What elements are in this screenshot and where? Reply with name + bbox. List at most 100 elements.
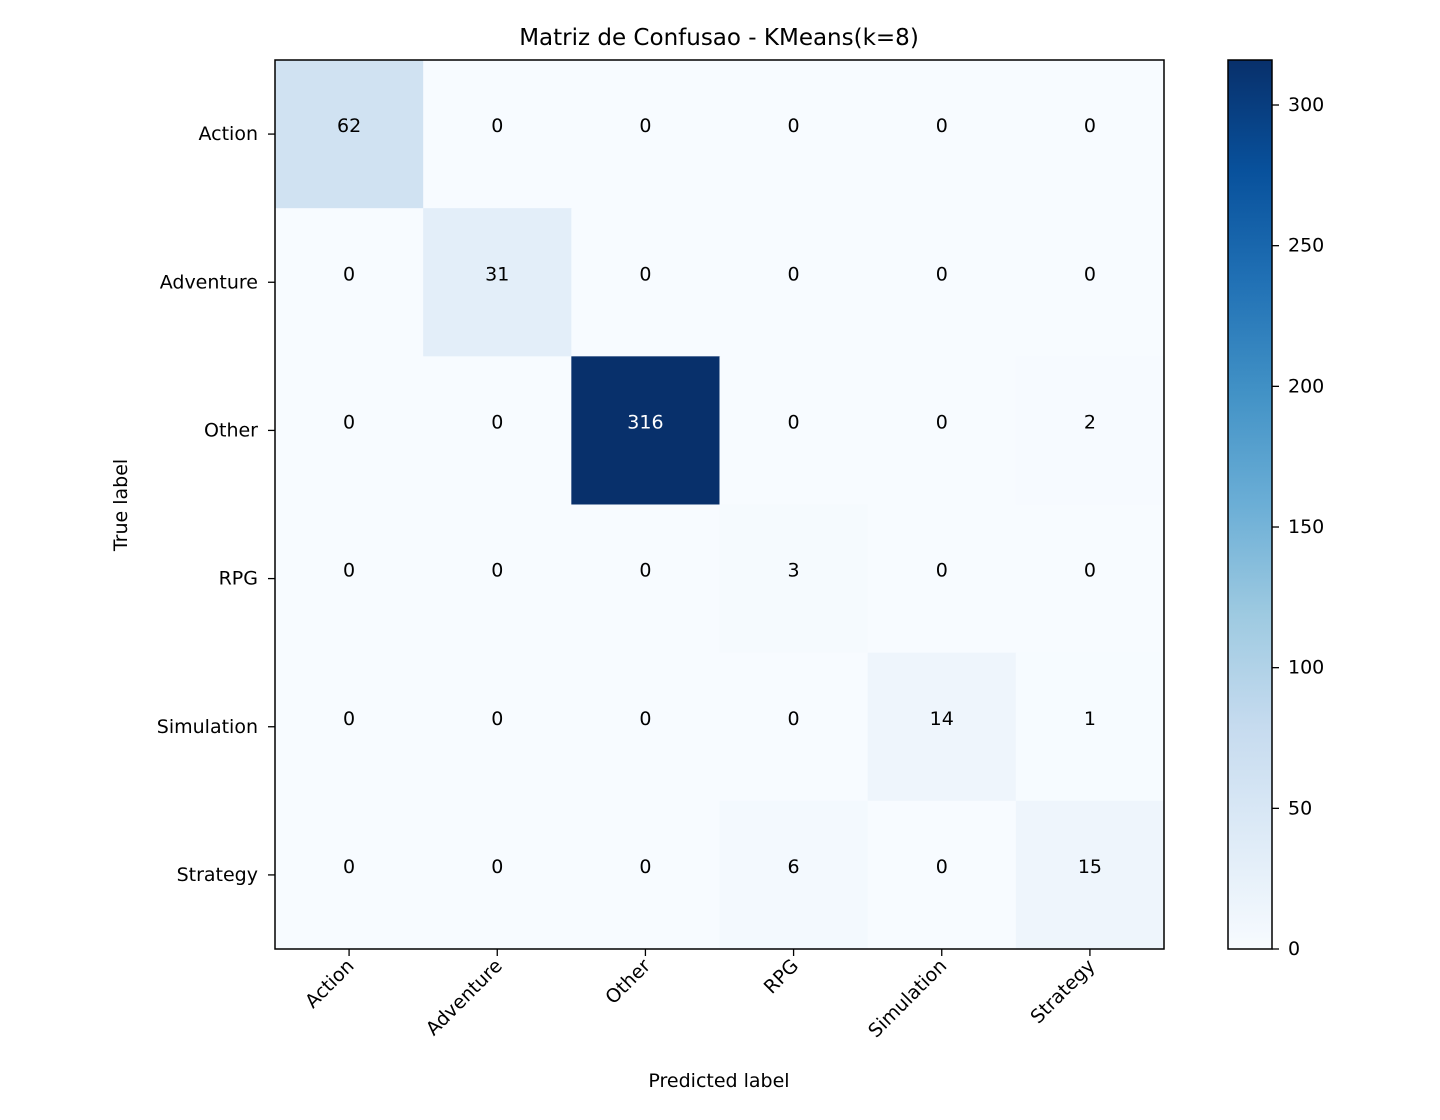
heatmap-cell-labels: 62 0 0 0 0 0 0 31 0 0 0 0 0 0 316 0 0 2 0 0 0 3 0 0 0 0 0 0 14 1 0 0 0 6 0… bbox=[337, 115, 1102, 878]
heatmap-cell bbox=[719, 504, 869, 654]
colorbar-tick-label: 0 bbox=[1288, 938, 1300, 960]
heatmap-cell bbox=[867, 60, 1017, 209]
heatmap-cell bbox=[423, 60, 572, 209]
cell-value-label: 0 bbox=[491, 708, 503, 730]
heatmap-cell bbox=[867, 356, 1017, 506]
plot-frame bbox=[274, 59, 1165, 950]
cell-value-label: 0 bbox=[639, 856, 651, 878]
heatmap-cell bbox=[275, 504, 424, 654]
x-tick-label: Other bbox=[601, 955, 655, 1009]
heatmap-cell bbox=[423, 504, 572, 654]
chart-title: Matriz de Confusao - KMeans(k=8) bbox=[519, 25, 919, 51]
heatmap-cell bbox=[275, 208, 424, 357]
cell-value-label: 0 bbox=[936, 115, 948, 137]
heatmap-cell bbox=[867, 800, 1017, 950]
cell-value-label: 0 bbox=[936, 856, 948, 878]
cell-value-label: 0 bbox=[491, 411, 503, 433]
cell-value-label: 3 bbox=[788, 560, 800, 582]
colorbar-tick-label: 250 bbox=[1288, 235, 1324, 257]
cell-value-label: 0 bbox=[936, 560, 948, 582]
heatmap-cell bbox=[423, 356, 572, 506]
heatmap-cell bbox=[571, 60, 721, 209]
x-tick-label: Simulation bbox=[864, 955, 951, 1042]
cell-value-label: 6 bbox=[788, 856, 800, 878]
x-tick-label: Strategy bbox=[1026, 955, 1099, 1028]
x-tick-label: Adventure bbox=[422, 955, 507, 1040]
cell-value-label: 0 bbox=[788, 115, 800, 137]
heatmap-cell bbox=[1015, 356, 1165, 506]
x-tick-label: RPG bbox=[760, 955, 803, 998]
y-tick-label: Other bbox=[204, 419, 258, 441]
x-tick-label: Action bbox=[301, 955, 359, 1013]
cell-value-label: 1 bbox=[1084, 708, 1096, 730]
cell-value-label: 62 bbox=[337, 115, 361, 137]
heatmap-cell bbox=[571, 208, 721, 357]
y-tick-label: Strategy bbox=[177, 864, 258, 886]
cell-value-label: 0 bbox=[1084, 115, 1096, 137]
heatmap-cell bbox=[867, 208, 1017, 357]
cell-value-label: 31 bbox=[485, 263, 509, 285]
heatmap-cell bbox=[719, 652, 869, 802]
heatmap-cell bbox=[275, 652, 424, 802]
cell-value-label: 0 bbox=[343, 708, 355, 730]
cell-value-label: 0 bbox=[788, 263, 800, 285]
colorbar-tick-label: 200 bbox=[1288, 375, 1324, 397]
heatmap-cell bbox=[867, 504, 1017, 654]
cell-value-label: 0 bbox=[639, 263, 651, 285]
heatmap-cell bbox=[1015, 652, 1165, 802]
cell-value-label: 0 bbox=[788, 411, 800, 433]
cell-value-label: 0 bbox=[343, 856, 355, 878]
cell-value-label: 0 bbox=[491, 560, 503, 582]
cell-value-label: 0 bbox=[343, 560, 355, 582]
heatmap-cell bbox=[275, 356, 424, 506]
y-tick-label: Simulation bbox=[157, 716, 258, 738]
y-tick-label: Action bbox=[198, 123, 258, 145]
y-axis-label: True label bbox=[110, 459, 132, 552]
heatmap-cell bbox=[423, 652, 572, 802]
heatmap-cells bbox=[275, 60, 1165, 950]
heatmap-cell bbox=[571, 356, 721, 506]
heatmap-cell bbox=[1015, 504, 1165, 654]
heatmap-cell bbox=[719, 356, 869, 506]
cell-value-label: 0 bbox=[639, 708, 651, 730]
cell-value-label: 15 bbox=[1078, 856, 1102, 878]
heatmap-cell bbox=[1015, 208, 1165, 357]
cell-value-label: 0 bbox=[1084, 560, 1096, 582]
cell-value-label: 316 bbox=[627, 411, 663, 433]
cell-value-label: 0 bbox=[343, 411, 355, 433]
heatmap-cell bbox=[423, 208, 572, 357]
heatmap-cell bbox=[571, 800, 721, 950]
heatmap-cell bbox=[719, 800, 869, 950]
x-axis-label: Predicted label bbox=[648, 1070, 789, 1092]
heatmap-cell bbox=[867, 652, 1017, 802]
heatmap-cell bbox=[571, 652, 721, 802]
cell-value-label: 0 bbox=[936, 411, 948, 433]
heatmap-cell bbox=[423, 800, 572, 950]
cell-value-label: 0 bbox=[788, 708, 800, 730]
colorbar-ticks: 0 50 100 150 200 250 300 bbox=[1272, 94, 1324, 960]
heatmap-cell bbox=[719, 60, 869, 209]
cell-value-label: 0 bbox=[491, 115, 503, 137]
cell-value-label: 14 bbox=[930, 708, 954, 730]
y-tick-label: RPG bbox=[219, 568, 258, 590]
heatmap-cell bbox=[571, 504, 721, 654]
cell-value-label: 0 bbox=[343, 263, 355, 285]
y-axis-ticks: Action Adventure Other RPG Simulation Strateg… bbox=[157, 123, 275, 886]
heatmap-cell bbox=[275, 800, 424, 950]
cell-value-label: 0 bbox=[639, 115, 651, 137]
colorbar-tick-label: 100 bbox=[1288, 657, 1324, 679]
cell-value-label: 2 bbox=[1084, 411, 1096, 433]
cell-value-label: 0 bbox=[1084, 263, 1096, 285]
y-tick-label: Adventure bbox=[160, 271, 258, 293]
heatmap-cell bbox=[1015, 800, 1165, 950]
colorbar-tick-label: 300 bbox=[1288, 94, 1324, 116]
colorbar-tick-label: 50 bbox=[1288, 797, 1312, 819]
heatmap-cell bbox=[1015, 60, 1165, 209]
cell-value-label: 0 bbox=[639, 560, 651, 582]
colorbar bbox=[1227, 59, 1273, 950]
cell-value-label: 0 bbox=[936, 263, 948, 285]
x-axis-ticks: Action Adventure Other RPG Simulation Strateg… bbox=[301, 949, 1099, 1042]
colorbar-tick-label: 150 bbox=[1288, 516, 1324, 538]
heatmap-cell bbox=[719, 208, 869, 357]
